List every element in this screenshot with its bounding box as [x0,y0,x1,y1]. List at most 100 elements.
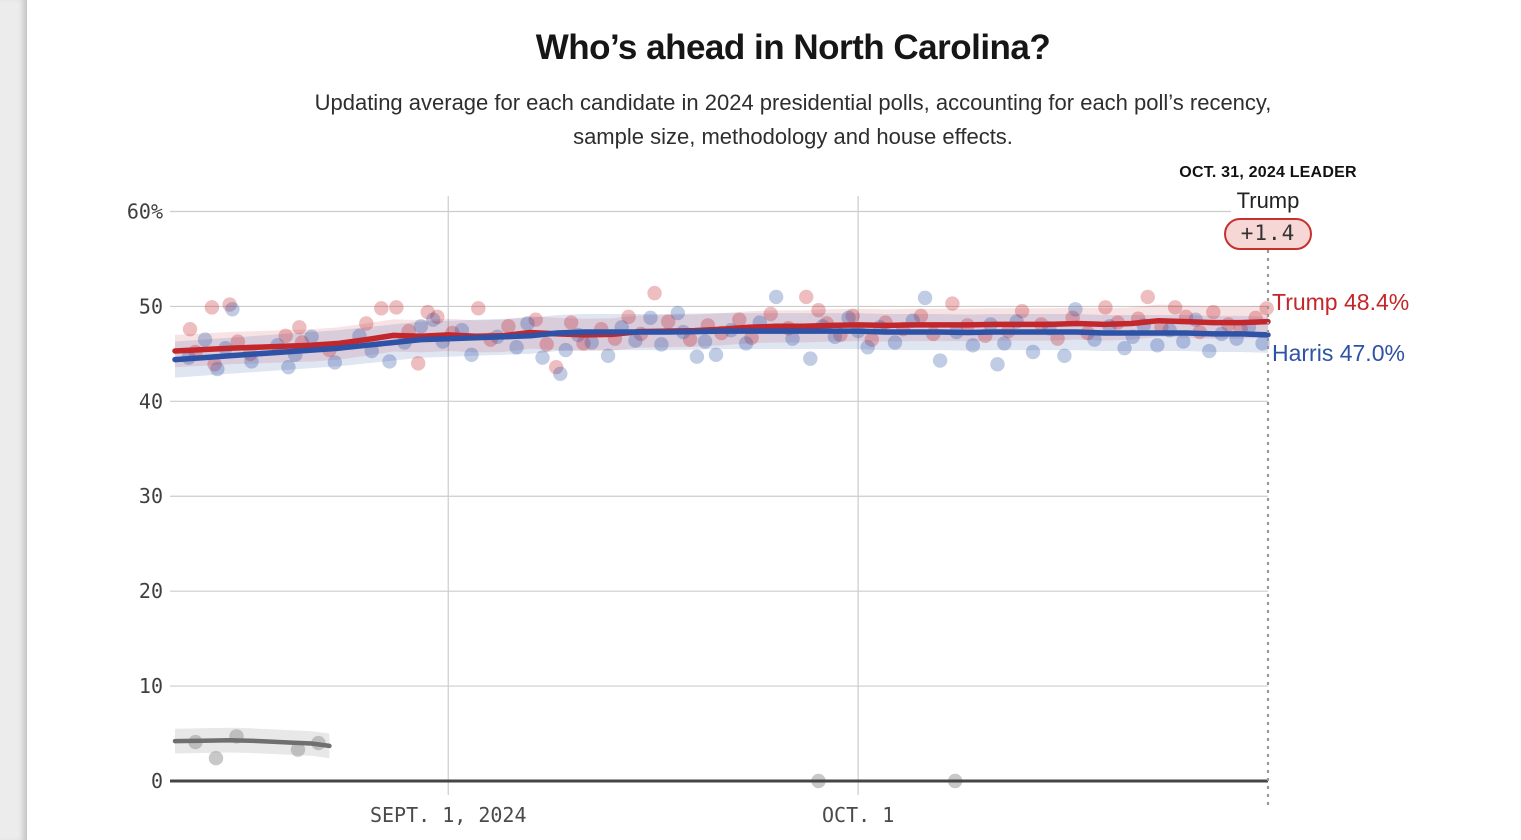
trump-poll-dot [539,337,554,352]
harris-poll-dot [197,332,213,347]
harris-poll-dot [584,335,599,350]
trump-poll-dot [763,306,778,322]
harris-poll-dot [887,335,903,350]
harris-poll-dot [841,310,856,326]
harris-poll-dot [509,340,524,355]
trump-poll-dot [204,300,220,315]
harris-poll-dot [917,290,933,306]
trump-poll-dot [501,319,516,334]
page-title: Who’s ahead in North Carolina? [535,28,1051,67]
leader-annotation: OCT. 31, 2024 LEADER Trump +1.4 [1168,164,1368,250]
harris-poll-dot [803,351,818,366]
harris-poll-dot [1202,343,1217,359]
harris-poll-dot [1176,334,1191,349]
other-trend-line [172,737,332,749]
harris-poll-dot [654,337,669,352]
trump-poll-dot [732,312,747,327]
trump-poll-dot [621,309,636,325]
harris-poll-dot [413,319,429,334]
trump-poll-dot [222,297,237,312]
trump-poll-dot [1167,300,1183,315]
other-poll-dot [290,742,306,757]
harris-poll-dot [1068,302,1083,317]
harris-poll-dot [327,355,343,370]
trump-poll-dot [744,330,759,345]
trump-poll-dot [682,332,698,347]
y-tick-label: 30 [139,484,163,508]
trump-poll-dot [359,316,374,331]
harris-poll-dot [1025,344,1041,360]
trump-poll-dot [799,289,814,305]
harris-poll-dot [304,329,319,344]
trump-poll-dot [374,301,389,316]
harris-poll-dot [670,305,685,321]
leader-margin-badge: +1.4 [1223,218,1313,250]
harris-poll-dot [426,312,441,327]
harris-poll-dot [1255,336,1270,351]
harris-band [175,313,1268,378]
harris-poll-dot [558,342,573,358]
trump-poll-dot [182,321,198,337]
harris-poll-dot [1117,340,1132,356]
trump-poll-dot [1050,331,1065,346]
harris-end-label: Harris 47.0% [1272,340,1405,366]
harris-trend-line [172,328,1271,363]
trump-poll-dot [389,300,404,315]
harris-poll-dot [464,347,479,363]
harris-poll-dot [628,333,643,348]
trump-poll-dot [207,357,222,372]
trump-poll-dot [1014,303,1030,319]
trump-poll-dot [845,308,860,324]
trump-poll-dot [420,304,435,320]
harris-poll-dot [708,347,724,363]
chart-subtitle: Updating average for each candidate in 2… [65,86,1521,154]
trump-poll-dot [292,320,307,335]
trump-poll-dot [647,285,662,301]
trump-poll-dot [528,312,543,327]
trump-poll-dot [864,332,879,347]
trump-poll-dot [430,309,445,325]
trump-poll-dot [913,308,929,324]
harris-poll-dot [997,336,1012,351]
trump-poll-dot [1098,300,1113,315]
harris-poll-dot [553,366,568,382]
page-left-gutter [0,0,27,840]
trump-poll-dot [1259,301,1274,316]
leader-date-heading: OCT. 31, 2024 LEADER [1179,164,1357,181]
y-tick-label: 40 [139,389,163,413]
subtitle-line-2: sample size, methodology and house effec… [573,124,1013,149]
harris-poll-dot [860,340,875,355]
harris-poll-dot [210,361,225,377]
harris-poll-dot [738,336,754,351]
harris-poll-dot [382,354,397,369]
harris-poll-dot [1057,348,1072,363]
trump-poll-dot [471,301,486,316]
trump-end-label: Trump 48.4% [1272,289,1410,315]
trump-poll-dot [410,356,426,371]
chart-header: Who’s ahead in North Carolina? Updating … [65,28,1521,154]
subtitle-line-1: Updating average for each candidate in 2… [314,90,1272,115]
trump-poll-dot [278,328,293,344]
harris-poll-dot [932,353,948,368]
harris-poll-dot [225,302,240,317]
harris-poll-dot [1087,332,1102,347]
x-tick-label: OCT. 1 [822,803,894,827]
trump-poll-dot [811,303,826,318]
harris-poll-dot [990,357,1005,372]
harris-poll-dot [1150,338,1165,353]
trump-poll-dot [576,336,591,351]
y-tick-label: 50 [139,294,163,318]
harris-poll-dot [281,359,296,375]
x-tick-label: SEPT. 1, 2024 [370,803,527,827]
harris-poll-dot [697,334,713,349]
harris-poll-dot [520,316,535,331]
harris-poll-dot [600,348,616,363]
trump-poll-dot [1206,304,1221,320]
harris-poll-dot [244,354,259,369]
y-tick-label: 20 [139,579,163,603]
y-tick-label: 10 [139,674,163,698]
harris-poll-dot [535,350,550,365]
trump-band [175,304,1268,368]
trump-poll-dot [661,314,676,329]
